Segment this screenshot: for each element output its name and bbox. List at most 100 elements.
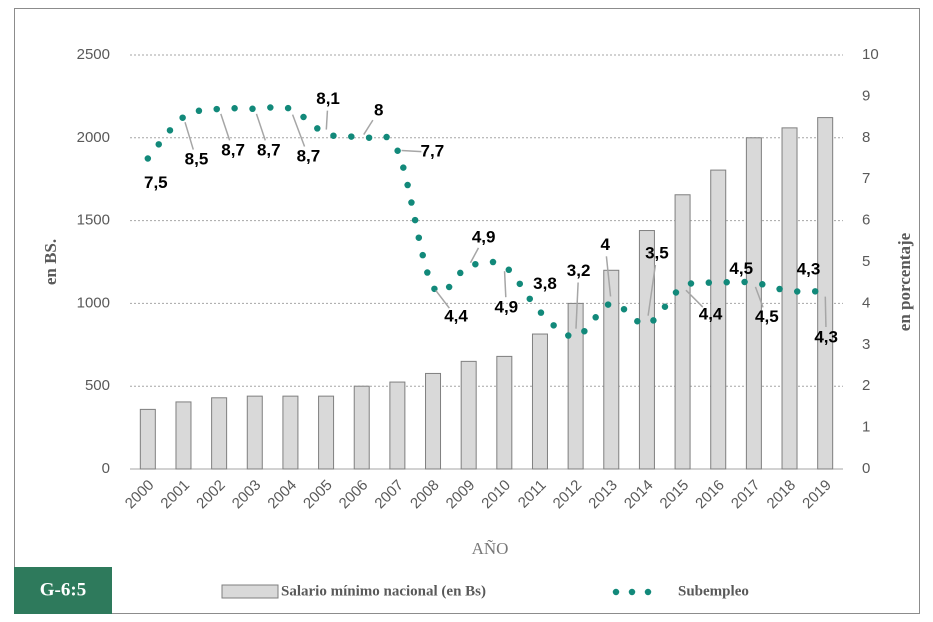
bar [710,169,727,470]
x-axis-title: AÑO [472,539,509,558]
x-tick-label: 2002 [193,477,229,513]
y2-tick-label: 0 [862,460,870,477]
leader-line [754,286,764,308]
data-label: 3,2 [567,261,591,280]
data-label: 8,5 [185,150,209,169]
y2-tick-label: 9 [862,87,870,104]
legend-label: Subempleo [678,583,749,599]
badge: G-6:5 [40,579,86,600]
leader-line [184,122,195,150]
x-tick-label: 2006 [336,477,372,513]
y2-axis-title: en porcentaje [895,232,914,331]
data-label: 8,7 [257,140,281,159]
bar [246,395,263,470]
x-tick-label: 2018 [764,477,800,513]
x-tick-label: 2005 [300,477,336,513]
y-tick-label: 1500 [77,212,110,229]
x-tick-label: 2000 [122,477,158,513]
y2-tick-label: 7 [862,170,870,187]
bar [674,194,691,470]
x-tick-label: 2019 [799,477,835,513]
x-tick-label: 2012 [550,477,586,513]
leader-line [363,119,374,135]
leader-line [469,247,480,264]
leader-line [401,149,422,153]
leader-line [291,114,306,147]
bar [460,360,477,470]
y2-tick-label: 6 [862,212,870,229]
x-tick-label: 2004 [264,477,300,513]
bar [567,302,584,470]
x-tick-label: 2009 [443,477,479,513]
y-tick-label: 500 [85,377,110,394]
bar [531,333,548,470]
bar [638,230,655,470]
y2-tick-label: 1 [862,419,870,436]
bar [175,401,192,470]
bar [817,117,834,470]
x-tick-label: 2007 [371,477,407,513]
bar [318,395,335,470]
x-tick-label: 2001 [157,477,193,513]
data-label: 8,7 [221,140,245,159]
y-axis-title: en BS. [41,239,60,285]
bar [781,127,798,470]
bar [603,269,620,470]
legend-swatch-bar [221,584,279,599]
data-label: 3,8 [533,274,557,293]
x-tick-label: 2017 [728,477,764,513]
data-label: 4,4 [444,306,468,325]
leader-line [824,296,827,327]
x-tick-label: 2014 [621,477,657,513]
bar [353,385,370,470]
data-label: 4,9 [472,228,496,247]
x-tick-label: 2015 [657,477,693,513]
y2-tick-label: 10 [862,46,879,63]
y-tick-label: 1000 [77,294,110,311]
bar [745,137,762,470]
leader-line [435,289,450,309]
x-tick-label: 2010 [478,477,514,513]
data-label: 4,9 [495,298,519,317]
bar [496,355,513,470]
line [144,103,829,340]
bar [139,408,156,470]
y2-tick-label: 3 [862,336,870,353]
y-tick-label: 2000 [77,129,110,146]
data-label: 4 [601,235,611,254]
legend-label: Salario mínimo nacional (en Bs) [281,583,486,599]
y-tick-label: 2500 [77,46,110,63]
data-label: 4,5 [729,259,753,278]
x-tick-label: 2011 [515,477,550,512]
y2-tick-label: 8 [862,129,870,146]
leader-line [503,271,507,298]
y2-tick-label: 4 [862,294,870,311]
leader-line [325,110,329,130]
leader-line [255,113,267,141]
y2-tick-label: 2 [862,377,870,394]
leader-line [605,256,612,297]
data-label: 7,7 [421,142,445,161]
y-tick-label: 0 [102,460,110,477]
data-label: 4,4 [699,304,723,323]
x-tick-label: 2008 [407,477,443,513]
frame [14,8,920,614]
leader-line [220,113,231,141]
bar [389,381,406,470]
badge-box [14,567,112,614]
leader-line [685,289,704,308]
data-label: 4,5 [755,307,779,326]
x-tick-label: 2013 [585,477,621,513]
data-label: 8,1 [316,89,340,108]
x-tick-label: 2003 [229,477,265,513]
data-label: 7,5 [144,173,168,192]
bar [211,397,228,470]
data-label: 4,3 [814,327,838,346]
bar [425,372,442,470]
y2-tick-label: 5 [862,253,870,270]
leader-line [647,264,657,316]
data-label: 8,7 [297,146,321,165]
data-label: 8 [374,100,383,119]
data-label: 4,3 [797,259,821,278]
